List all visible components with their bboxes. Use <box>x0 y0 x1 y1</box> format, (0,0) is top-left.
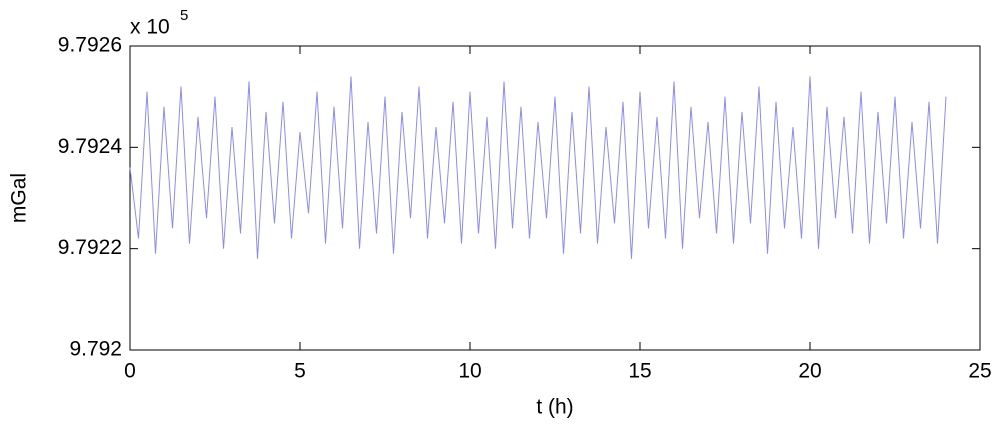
x-tick-label: 10 <box>458 360 481 383</box>
y-axis-label: mGal <box>8 173 31 223</box>
y-tick-label: 9.7926 <box>58 34 122 57</box>
x-tick-label: 20 <box>798 360 821 383</box>
x-tick-label: 0 <box>124 360 136 383</box>
x-tick-label: 15 <box>628 360 651 383</box>
plot-frame <box>129 45 981 351</box>
x-axis-label: t (h) <box>536 396 573 419</box>
data-line <box>129 76 947 259</box>
y-tick-label: 9.7922 <box>58 236 122 259</box>
plot-area <box>129 76 947 259</box>
y-multiplier: x 10 <box>130 16 170 39</box>
y-exponent: 5 <box>180 7 188 24</box>
x-tick-label: 25 <box>968 360 991 383</box>
y-tick-label: 9.792 <box>69 338 122 361</box>
y-tick-label: 9.7924 <box>58 135 123 158</box>
x-tick-label: 5 <box>294 360 306 383</box>
